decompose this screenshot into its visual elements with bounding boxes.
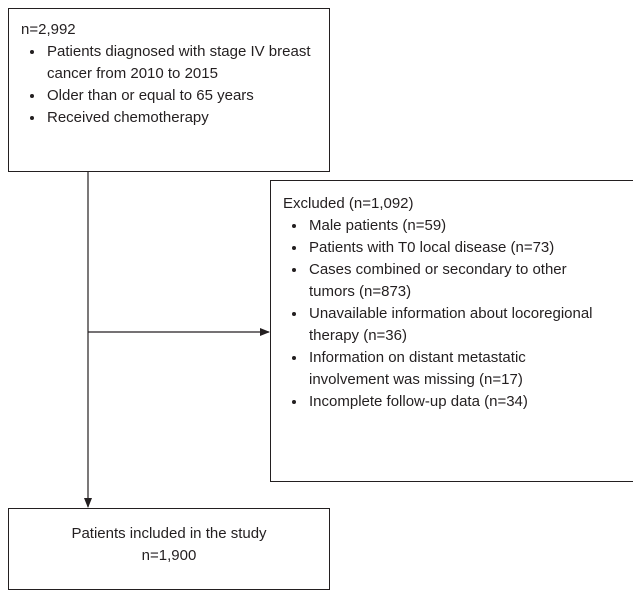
- included-title: Patients included in the study: [71, 525, 267, 542]
- exclusion-box: Excluded (n=1,092) Male patients (n=59)P…: [270, 180, 633, 482]
- list-item: Male patients (n=59): [307, 215, 597, 237]
- cohort-count: n=2,992: [21, 21, 76, 38]
- list-item: Cases combined or secondary to other tum…: [307, 259, 597, 303]
- list-item: Older than or equal to 65 years: [45, 85, 317, 107]
- list-item: Information on distant metastatic involv…: [307, 347, 597, 391]
- exclusion-title: Excluded (n=1,092): [283, 195, 414, 212]
- list-item: Received chemotherapy: [45, 107, 317, 129]
- exclusion-list: Male patients (n=59)Patients with T0 loc…: [283, 215, 597, 413]
- list-item: Unavailable information about locoregion…: [307, 303, 597, 347]
- list-item: Patients with T0 local disease (n=73): [307, 237, 597, 259]
- criteria-list: Patients diagnosed with stage IV breast …: [21, 41, 317, 129]
- cohort-box: n=2,992 Patients diagnosed with stage IV…: [8, 8, 330, 172]
- list-item: Patients diagnosed with stage IV breast …: [45, 41, 317, 85]
- included-box: Patients included in the study n=1,900: [8, 508, 330, 590]
- list-item: Incomplete follow-up data (n=34): [307, 391, 597, 413]
- included-count: n=1,900: [141, 547, 197, 564]
